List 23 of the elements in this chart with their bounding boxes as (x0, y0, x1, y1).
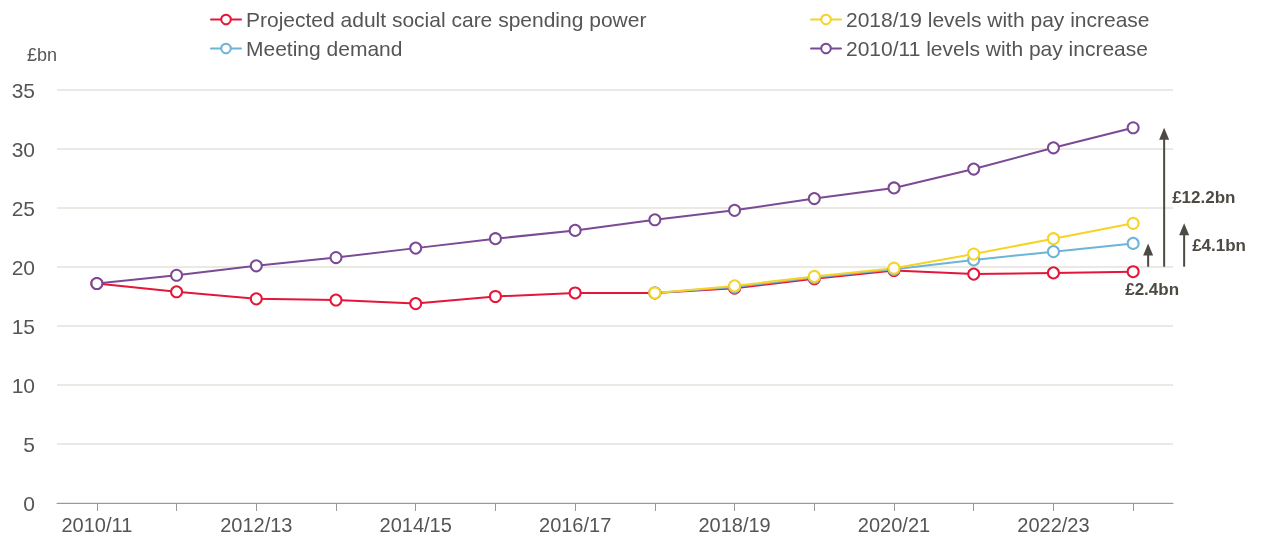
x-tick-label: 2018/19 (698, 514, 771, 536)
y-tick-label: 15 (11, 314, 35, 338)
y-tick-label: 0 (23, 491, 35, 515)
x-tick-label: 2012/13 (220, 514, 293, 536)
annotation: £2.4bn (1125, 279, 1180, 299)
y-tick-label: 35 (11, 78, 35, 102)
legend-label: Projected adult social care spending power (246, 8, 647, 31)
legend-label: Meeting demand (246, 37, 403, 60)
legend-label: 2010/11 levels with pay increase (846, 37, 1148, 60)
x-tick-label: 2022/23 (1017, 514, 1090, 536)
y-axis-title: £bn (26, 45, 57, 65)
y-tick-label: 20 (11, 255, 35, 279)
y-tick-label: 5 (23, 432, 35, 456)
y-tick-label: 25 (11, 196, 35, 220)
x-tick-label: 2020/21 (857, 514, 931, 536)
y-tick-label: 30 (11, 137, 35, 161)
x-tick-label: 2010/11 (61, 514, 133, 536)
x-tick-label: 2016/17 (538, 514, 612, 536)
x-tick-label: 2014/15 (379, 514, 452, 536)
y-tick-label: 10 (11, 373, 35, 397)
text: £4.1bn (1192, 236, 1246, 256)
legend-label: 2018/19 levels with pay increase (846, 8, 1150, 31)
annotation: £12.2bn (1172, 188, 1236, 208)
